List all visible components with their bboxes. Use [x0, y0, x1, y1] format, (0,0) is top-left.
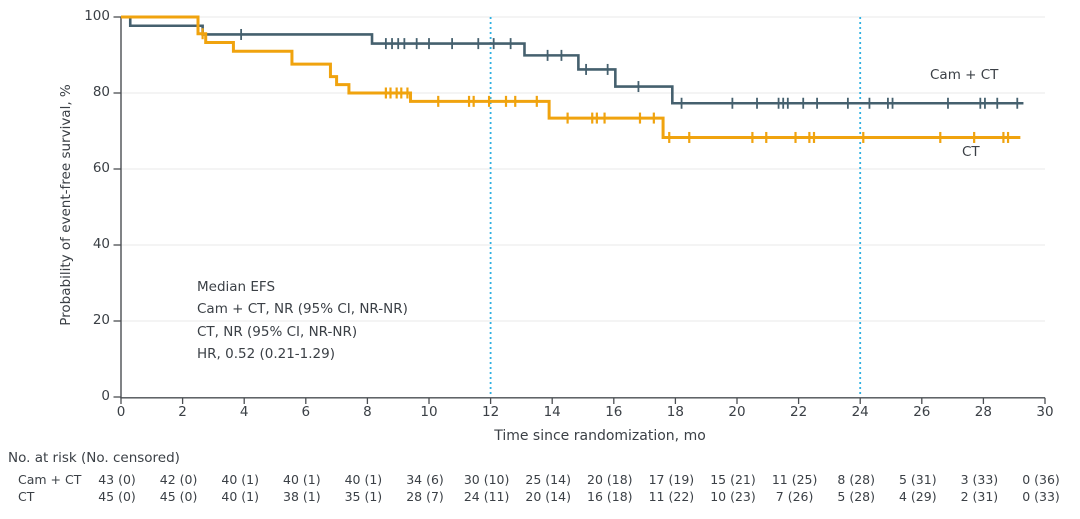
x-tick-label: 28: [974, 404, 992, 420]
series-label-ct: CT: [962, 144, 980, 160]
risk-value: 11 (25): [771, 472, 818, 487]
risk-value: 2 (31): [960, 489, 999, 504]
x-tick-label: 26: [913, 404, 931, 420]
risk-value: 3 (33): [960, 472, 999, 487]
x-tick-label: 16: [605, 404, 623, 420]
annotation-ct: CT, NR (95% CI, NR-NR): [197, 323, 358, 340]
median-efs-annotation: Median EFS Cam + CT, NR (95% CI, NR-NR) …: [197, 276, 408, 366]
x-tick-label: 2: [178, 404, 187, 420]
risk-row-cam-ct: Cam + CT 43 (0) 42 (0) 40 (1) 40 (1) 40 (1) 34…: [0, 472, 1080, 488]
x-tick-label: 10: [420, 404, 438, 420]
km-curve-cam-ct: [121, 15, 1024, 105]
risk-value: 11 (22): [648, 489, 695, 504]
risk-value: 38 (1): [283, 489, 321, 504]
risk-value: 8 (28): [837, 472, 875, 487]
y-tick-label: 60: [92, 160, 110, 176]
risk-value: 40 (1): [344, 472, 383, 487]
series-label-cam-ct: Cam + CT: [930, 67, 999, 83]
risk-value: 40 (1): [221, 472, 259, 487]
y-tick-label: 80: [92, 84, 110, 100]
risk-value: 20 (18): [587, 472, 633, 487]
risk-value: 10 (23): [710, 489, 756, 504]
x-tick-label: 0: [116, 404, 126, 420]
risk-value: 7 (26): [775, 489, 814, 504]
risk-value: 28 (7): [406, 489, 444, 504]
annotation-title: Median EFS: [197, 279, 276, 295]
risk-value: 4 (29): [899, 489, 937, 504]
risk-value: 40 (1): [221, 489, 259, 504]
risk-value: 15 (21): [710, 472, 756, 487]
x-tick-label: 6: [301, 404, 311, 420]
risk-table-header: No. at risk (No. censored): [8, 450, 180, 466]
risk-value: 24 (11): [463, 489, 510, 504]
risk-value: 20 (14): [525, 489, 571, 504]
x-tick-label: 22: [790, 404, 808, 420]
x-axis-title: Time since randomization, mo: [494, 428, 706, 444]
risk-row-ct: CT 45 (0) 45 (0) 40 (1) 38 (1) 35 (1) 28 (7) 24…: [0, 489, 1080, 505]
x-tick-label: 24: [851, 404, 869, 420]
risk-value: 5 (31): [899, 472, 937, 487]
risk-value: 25 (14): [525, 472, 571, 487]
y-tick-label: 100: [84, 8, 110, 24]
risk-value: 43 (0): [98, 472, 136, 487]
x-tick-label: 8: [363, 404, 372, 420]
risk-value: 45 (0): [159, 489, 198, 504]
annotation-cam-ct: Cam + CT, NR (95% CI, NR-NR): [197, 301, 408, 318]
x-tick-label: 30: [1036, 404, 1054, 420]
risk-value: 30 (10): [463, 472, 510, 487]
risk-row-label: CT: [18, 489, 35, 504]
y-axis-title: Probability of event-free survival, %: [58, 84, 74, 326]
y-tick-label: 20: [92, 312, 110, 328]
risk-row-label: Cam + CT: [18, 472, 82, 487]
risk-value: 17 (19): [648, 472, 695, 487]
x-tick-label: 20: [728, 404, 746, 420]
risk-value: 45 (0): [98, 489, 136, 504]
y-tick-label: 40: [92, 236, 110, 252]
risk-value: 35 (1): [344, 489, 383, 504]
risk-value: 5 (28): [837, 489, 875, 504]
risk-value: 0 (33): [1022, 489, 1060, 504]
x-tick-label: 14: [543, 404, 561, 420]
risk-value: 42 (0): [159, 472, 198, 487]
annotation-hr: HR, 0.52 (0.21-1.29): [197, 346, 335, 363]
risk-value: 34 (6): [406, 472, 444, 487]
risk-value: 0 (36): [1022, 472, 1060, 487]
x-tick-label: 4: [239, 404, 249, 420]
y-tick-label: 0: [101, 388, 110, 404]
x-tick-label: 12: [482, 404, 500, 420]
x-tick-label: 18: [666, 404, 684, 420]
risk-value: 16 (18): [587, 489, 633, 504]
risk-value: 40 (1): [283, 472, 321, 487]
km-curve-ct: [121, 15, 1021, 139]
